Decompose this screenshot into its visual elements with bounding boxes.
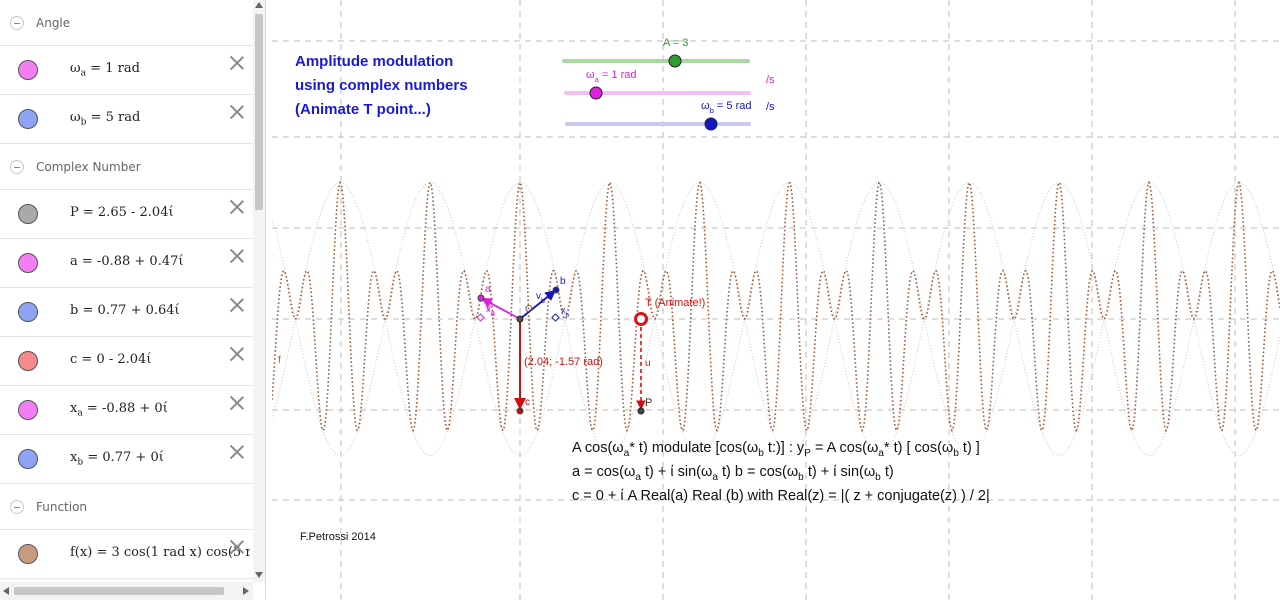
algebra-item[interactable]: c = 0 - 2.04ί [0,337,265,386]
visibility-toggle[interactable] [18,60,38,80]
point-a[interactable] [477,294,485,302]
algebra-item[interactable]: a = -0.88 + 0.47ί [0,239,265,288]
visibility-toggle[interactable] [18,449,38,469]
formula-line-3: c = 0 + ί A Real(a) Real (b) with Real(z… [572,488,990,504]
item-expression[interactable]: b = 0.77 + 0.64ί [70,303,180,319]
point-origin-label: O [525,304,533,315]
collapse-icon[interactable] [10,159,24,174]
slider-omega-b-label: ωb = 5 rad [701,100,751,115]
visibility-toggle[interactable] [18,544,38,564]
slider-omega-b-knob[interactable] [704,117,718,131]
visibility-toggle[interactable] [18,302,38,322]
item-expression[interactable]: ωb = 5 rad [70,110,141,128]
point-xa[interactable] [476,313,485,322]
point-a-label: a [485,284,491,295]
point-xb-label: xb [561,305,570,319]
slider-omega-a-unit: /s [766,74,775,86]
construction-title: Amplitude modulation using complex numbe… [295,50,468,122]
vector-vb[interactable] [519,289,557,320]
item-expression[interactable]: P = 2.65 - 2.04ί [70,205,174,221]
delete-icon[interactable] [228,296,246,314]
slider-omega-b-unit: /s [766,101,775,113]
group-label: Complex Number [36,159,141,174]
scroll-left-arrow-icon[interactable] [3,587,9,595]
graphics-canvas[interactable]: A = 3 ωa = 1 rad ωb = 5 rad/s/s c (2.04; -1.… [272,0,1280,600]
algebra-item[interactable]: xa = -0.88 + 0ί [0,386,265,435]
point-c-label: c [525,397,530,408]
title-line-1: Amplitude modulation [295,53,454,70]
group-header-angle[interactable]: Angle [0,0,265,46]
scroll-up-arrow-icon[interactable] [255,2,263,8]
algebra-horizontal-scrollbar[interactable] [0,582,253,600]
delete-icon[interactable] [228,394,246,412]
point-xb[interactable] [551,313,560,322]
point-P-label: P [645,397,652,409]
delete-icon[interactable] [228,54,246,72]
group-header-function[interactable]: Function [0,484,265,530]
vector-vb-label: vb [536,291,545,305]
item-expression[interactable]: c = 0 - 2.04ί [70,352,152,368]
algebra-item[interactable]: b = 0.77 + 0.64ί [0,288,265,337]
visibility-toggle[interactable] [18,400,38,420]
point-T[interactable] [634,312,648,326]
scroll-right-arrow-icon[interactable] [243,587,249,595]
visibility-toggle[interactable] [18,253,38,273]
scrollbar-thumb[interactable] [255,14,263,210]
formula-line-2: a = cos(ωa t) + ί sin(ωa t) b = cos(ωb t… [572,464,894,483]
vector-va-label: va [486,303,495,317]
collapse-icon[interactable] [10,499,24,514]
point-origin[interactable] [516,315,524,323]
function-f-label: f [278,355,281,366]
horizontal-scrollbar-thumb[interactable] [14,587,224,595]
delete-icon[interactable] [228,198,246,216]
scroll-down-arrow-icon[interactable] [255,572,263,578]
visibility-toggle[interactable] [18,109,38,129]
graphics-view[interactable]: A = 3 ωa = 1 rad ωb = 5 rad/s/s c (2.04; -1.… [272,0,1280,600]
visibility-toggle[interactable] [18,351,38,371]
point-b-label: b [560,276,566,287]
point-P[interactable] [637,407,645,415]
delete-icon[interactable] [228,538,246,556]
algebra-vertical-scrollbar[interactable] [253,0,265,582]
algebra-item[interactable]: ωb = 5 rad [0,95,265,144]
algebra-item[interactable]: P = 2.65 - 2.04ί [0,190,265,239]
algebra-view: Angle ωa = 1 rad ωb = 5 rad Complex Number P… [0,0,266,600]
point-xa-label: xa [486,304,495,318]
group-label: Angle [36,15,71,30]
point-T-label: T (Animate!) [645,297,705,309]
title-line-2: using complex numbers [295,77,468,94]
formula-line-1: A cos(ωa* t) modulate [cos(ωb t:)] : yP … [572,440,980,459]
algebra-item[interactable]: ωa = 1 rad [0,46,265,95]
point-b[interactable] [552,286,560,294]
vector-u-label: u [645,358,651,369]
title-line-3: (Animate T point...) [295,101,431,118]
algebra-item[interactable]: f(x) = 3 cos(1 rad x) cos(5 rad x) [0,530,265,579]
vector-va[interactable] [480,297,521,320]
item-expression[interactable]: a = -0.88 + 0.47ί [70,254,184,270]
author-credit: F.Petrossi 2014 [300,531,376,543]
envelope-curve [272,181,1280,457]
point-c[interactable] [516,407,524,415]
delete-icon[interactable] [228,345,246,363]
collapse-icon[interactable] [10,15,24,30]
slider-A-knob[interactable] [668,54,682,68]
visibility-toggle[interactable] [18,204,38,224]
polar-coordinates-label: (2.04; -1.57 rad) [524,356,603,368]
item-expression[interactable]: f(x) = 3 cos(1 rad x) cos(5 rad x) [70,545,250,561]
slider-omega-a-knob[interactable] [589,86,603,100]
item-expression[interactable]: xb = 0.77 + 0ί [70,450,164,468]
item-expression[interactable]: xa = -0.88 + 0ί [70,401,168,419]
algebra-item[interactable]: xb = 0.77 + 0ί [0,435,265,484]
slider-omega-a-label: ωa = 1 rad [586,69,636,84]
delete-icon[interactable] [228,247,246,265]
slider-A-label: A = 3 [663,37,688,49]
item-expression[interactable]: ωa = 1 rad [70,61,140,79]
delete-icon[interactable] [228,103,246,121]
group-label: Function [36,499,88,514]
group-header-complex-number[interactable]: Complex Number [0,144,265,190]
function-f-curve[interactable] [272,180,1280,433]
envelope-curve [272,181,1280,457]
delete-icon[interactable] [228,443,246,461]
